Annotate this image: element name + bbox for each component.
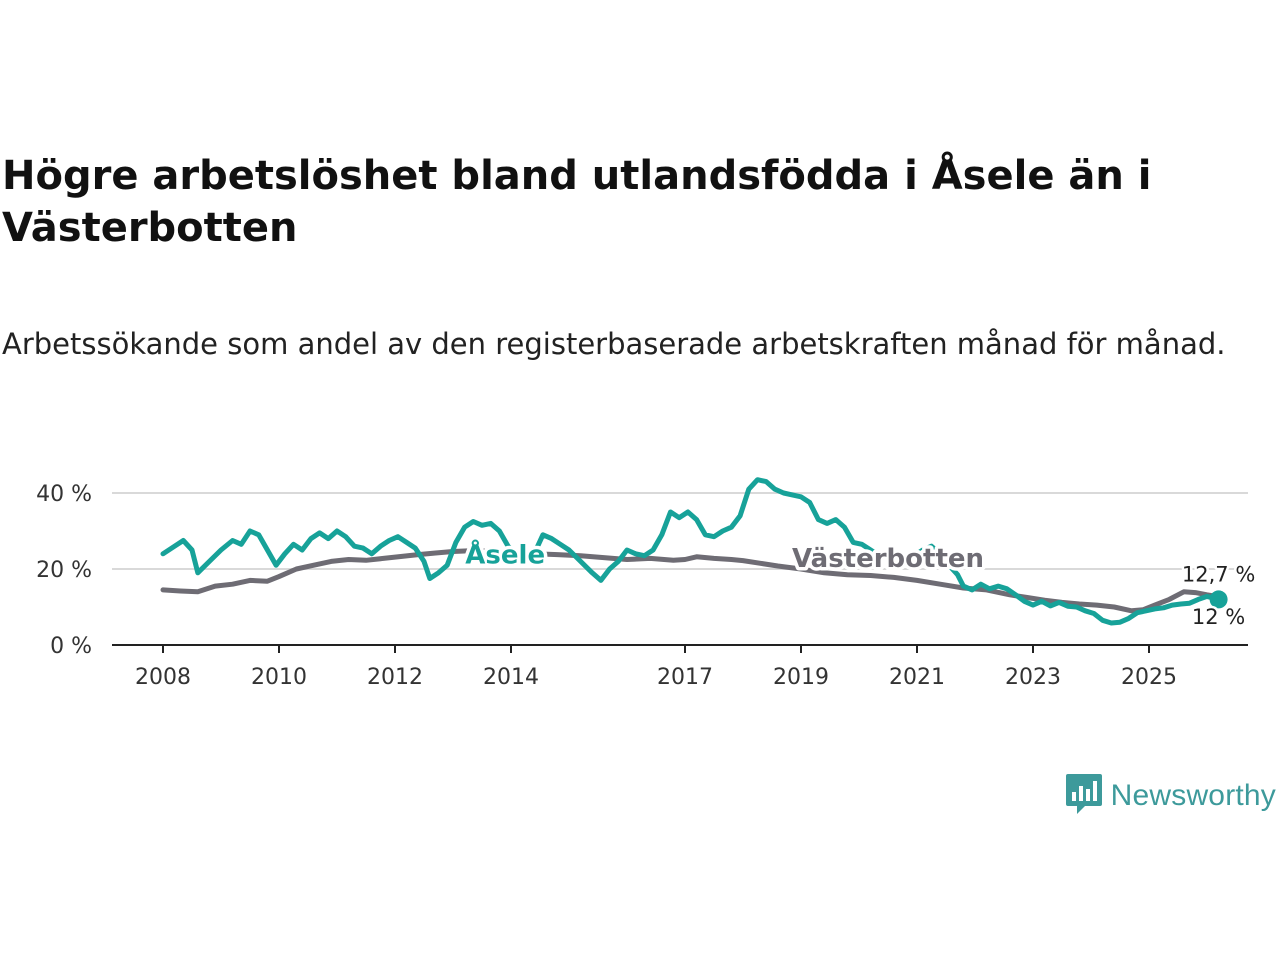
brand-name: Newsworthy <box>1110 779 1276 812</box>
line-chart: 0 % 20 % 40 % 2008 2010 2012 2014 2017 2019 2021 2… <box>36 477 1258 690</box>
y-tick-label: 20 % <box>36 558 92 583</box>
x-tick-label: 2019 <box>773 665 829 690</box>
chart-labels: Åsele Västerbotten 12,7 % 12 % <box>462 535 1258 632</box>
series-line-asele <box>160 477 1222 626</box>
series-lines <box>160 477 1228 626</box>
chart-subtitle: Arbetssökande som andel av den registerb… <box>2 327 1226 361</box>
y-tick-label: 40 % <box>36 482 92 507</box>
brand[interactable]: Newsworthy <box>1065 772 1276 820</box>
axes: 0 % 20 % 40 % 2008 2010 2012 2014 2017 2019 2021 2… <box>36 482 1248 690</box>
end-value-label: 12,7 % <box>1182 563 1255 587</box>
x-tick-label: 2012 <box>367 665 423 690</box>
x-tick-label: 2023 <box>1005 665 1061 690</box>
asele-end-point <box>1209 590 1228 609</box>
newsworthy-logo-icon <box>1065 772 1103 820</box>
x-tick-label: 2014 <box>483 665 539 690</box>
x-tick-label: 2017 <box>657 665 713 690</box>
x-tick-label: 2008 <box>135 665 191 690</box>
series-name-label: Västerbotten <box>792 544 984 574</box>
x-tick-label: 2025 <box>1121 665 1177 690</box>
end-value-label: 12 % <box>1192 605 1245 629</box>
x-tick-label: 2021 <box>889 665 945 690</box>
series-name-label: Åsele <box>465 538 545 570</box>
x-tick-label: 2010 <box>251 665 307 690</box>
y-tick-label: 0 % <box>50 634 92 659</box>
series-line-vasterbotten <box>160 548 1222 614</box>
chart-title: Högre arbetslöshet bland utlandsfödda i … <box>2 153 1152 251</box>
